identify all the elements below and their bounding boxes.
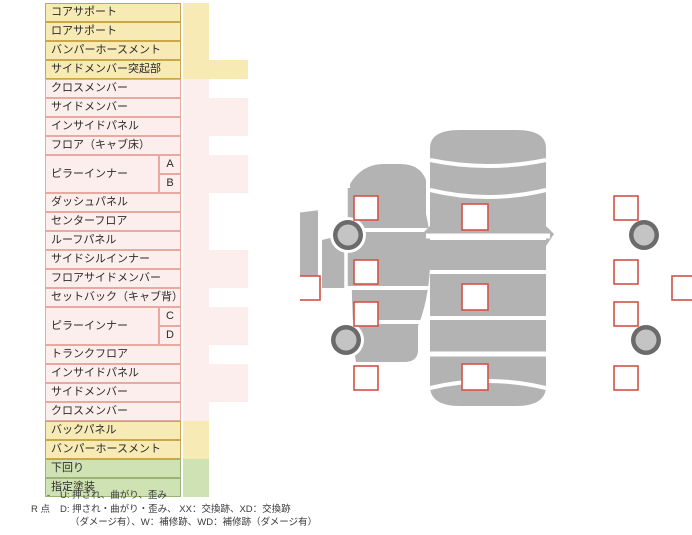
wheel-rear-left xyxy=(328,322,364,358)
top-view xyxy=(422,130,554,406)
damage-marker xyxy=(353,195,379,221)
row-label: フロアサイドメンバー xyxy=(45,269,181,288)
legend-line-3: （ダメージ有）、W：補修跡、WD：補修跡（ダメージ有） xyxy=(70,517,318,528)
row-label: サイドメンバー xyxy=(45,98,181,117)
grid-cell[interactable] xyxy=(183,136,209,155)
row-sub-label: A xyxy=(159,155,181,174)
wheel-front-right xyxy=(626,217,662,253)
legend-value-u: U: 押され、曲がり、歪み xyxy=(60,490,167,501)
row-label: インサイドパネル xyxy=(45,364,181,383)
grid-cell[interactable] xyxy=(215,155,248,174)
grid-cell[interactable] xyxy=(183,288,209,307)
grid-cell[interactable] xyxy=(215,269,248,288)
row-label: サイドメンバー突起部 xyxy=(45,60,181,79)
damage-marker xyxy=(353,259,379,285)
row-label: ルーフパネル xyxy=(45,231,181,250)
row-label: クロスメンバー xyxy=(45,79,181,98)
grid-cell[interactable] xyxy=(183,307,215,326)
legend-footnote: - U: 押され、曲がり、歪み R 点 D: 押され・曲がり・歪み、 XX：交換… xyxy=(12,489,382,530)
legend-key-dash: - xyxy=(46,490,50,501)
grid-cell[interactable] xyxy=(215,117,248,136)
grid-cell[interactable] xyxy=(183,3,209,22)
row-label: コアサポート xyxy=(45,3,181,22)
grid-cell[interactable] xyxy=(183,212,209,231)
grid-cell[interactable] xyxy=(183,421,209,440)
damage-marker xyxy=(671,275,692,301)
legend-value-d: D: 押され・曲がり・歪み、 XX：交換跡、XD：交換跡 xyxy=(60,503,291,515)
wheel-rear-right xyxy=(628,322,664,358)
damage-marker xyxy=(613,301,639,327)
grid-cell[interactable] xyxy=(183,345,209,364)
grid-cell[interactable] xyxy=(183,98,215,117)
row-label: ダッシュパネル xyxy=(45,193,181,212)
row-label: トランクフロア xyxy=(45,345,181,364)
grid-cell[interactable] xyxy=(183,269,215,288)
grid-cell[interactable] xyxy=(183,364,215,383)
damage-marker xyxy=(613,195,639,221)
damage-marker xyxy=(300,275,321,301)
grid-cell[interactable] xyxy=(183,60,215,79)
vehicle-diagram xyxy=(300,118,692,418)
grid-cell[interactable] xyxy=(183,459,209,478)
left-side-view xyxy=(300,164,432,391)
grid-cell[interactable] xyxy=(183,155,215,174)
row-label: サイドメンバー xyxy=(45,383,181,402)
grid-cell[interactable] xyxy=(215,364,248,383)
grid-cell[interactable] xyxy=(183,41,209,60)
row-label: サイドシルインナー xyxy=(45,250,181,269)
row-label: バックパネル xyxy=(45,421,181,440)
row-label: クロスメンバー xyxy=(45,402,181,421)
damage-marker xyxy=(613,259,639,285)
grid-cell[interactable] xyxy=(183,383,215,402)
row-label: ロアサポート xyxy=(45,22,181,41)
grid-cell[interactable] xyxy=(215,174,248,193)
grid-cell[interactable] xyxy=(183,402,209,421)
grid-cell[interactable] xyxy=(183,117,215,136)
wheel-front-left xyxy=(330,217,366,253)
grid-cell[interactable] xyxy=(215,326,248,345)
row-label: センターフロア xyxy=(45,212,181,231)
damage-marker xyxy=(353,301,379,327)
grid-cell[interactable] xyxy=(183,22,209,41)
row-sub-label: D xyxy=(159,326,181,345)
grid-cell[interactable] xyxy=(183,79,209,98)
right-side-overlays xyxy=(613,195,692,391)
row-label: セットバック（キャブ背） xyxy=(45,288,181,307)
legend-line-2: R 点 D: 押され・曲がり・歪み、 XX：交換跡、XD：交換跡 xyxy=(12,503,382,517)
row-sub-label: C xyxy=(159,307,181,326)
grid-cell[interactable] xyxy=(215,98,248,117)
row-label: 下回り xyxy=(45,459,181,478)
grid-cell[interactable] xyxy=(215,60,248,79)
grid-cell[interactable] xyxy=(183,478,209,497)
damage-marker xyxy=(461,203,489,231)
damage-marker xyxy=(461,283,489,311)
row-label: インサイドパネル xyxy=(45,117,181,136)
row-label: フロア（キャブ床） xyxy=(45,136,181,155)
damage-marker xyxy=(613,365,639,391)
row-label: 指定塗装 xyxy=(45,478,181,497)
row-label: ピラーインナー xyxy=(45,307,159,345)
legend-key-rpoint: R 点 xyxy=(30,503,50,515)
row-label: バンパーホースメント xyxy=(45,440,181,459)
grid-cell[interactable] xyxy=(215,250,248,269)
row-label: ピラーインナー xyxy=(45,155,159,193)
row-sub-label: B xyxy=(159,174,181,193)
grid-cell[interactable] xyxy=(215,383,248,402)
grid-cell[interactable] xyxy=(183,250,215,269)
damage-marker xyxy=(353,365,379,391)
legend-line-1: - U: 押され、曲がり、歪み xyxy=(12,489,382,503)
damage-marker xyxy=(461,363,489,391)
grid-cell[interactable] xyxy=(183,326,215,345)
row-label: バンパーホースメント xyxy=(45,41,181,60)
grid-cell[interactable] xyxy=(183,231,209,250)
grid-cell[interactable] xyxy=(215,307,248,326)
grid-cell[interactable] xyxy=(183,193,209,212)
grid-cell[interactable] xyxy=(183,440,209,459)
grid-cell[interactable] xyxy=(183,174,215,193)
